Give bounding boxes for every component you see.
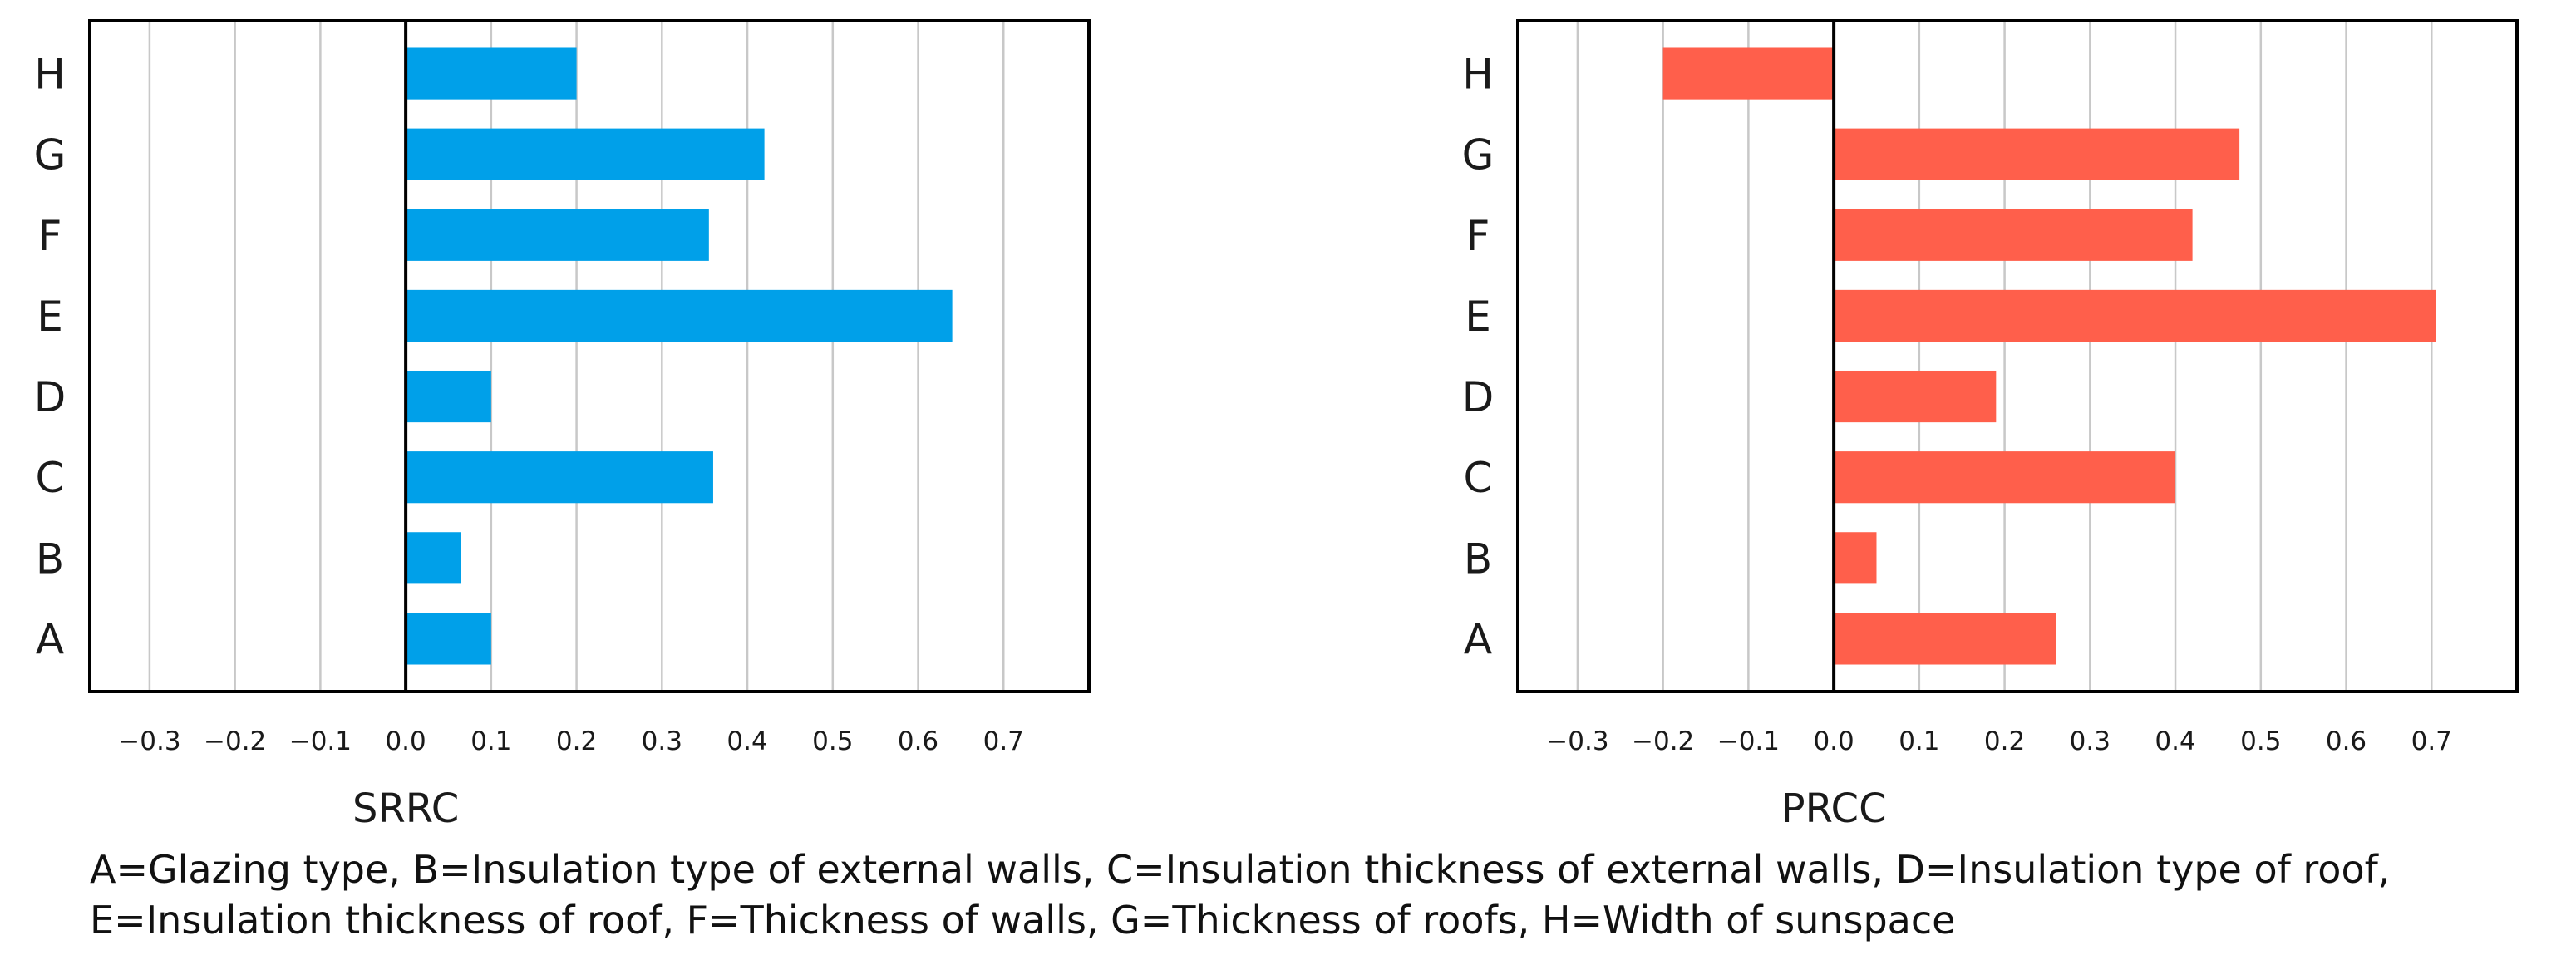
prcc-tick-label-0: −0.3 (1546, 726, 1608, 756)
srrc-category-label-d: D (34, 373, 66, 421)
srrc-tick-label-6: 0.3 (642, 726, 682, 756)
prcc-tick-label-5: 0.2 (1984, 726, 2025, 756)
prcc-tick-label-4: 0.1 (1899, 726, 1939, 756)
prcc-tick-label-3: 0.0 (1813, 726, 1854, 756)
srrc-category-label-f: F (38, 212, 62, 260)
prcc-tick-label-7: 0.4 (2155, 726, 2195, 756)
srrc-tick-label-10: 0.7 (983, 726, 1024, 756)
srrc-category-label-g: G (34, 131, 66, 180)
prcc-tick-label-10: 0.7 (2411, 726, 2452, 756)
prcc-plot-frame (1516, 19, 2519, 693)
srrc-category-label-b: B (36, 534, 64, 583)
srrc-tick-label-7: 0.4 (727, 726, 767, 756)
srrc-bar-c (406, 451, 713, 504)
prcc-bar-e (1834, 289, 2436, 342)
srrc-category-label-c: C (36, 454, 65, 502)
prcc-category-label-g: G (1462, 131, 1495, 180)
prcc-bar-f (1834, 209, 2193, 261)
prcc-category-label-b: B (1464, 534, 1492, 583)
prcc-category-label-a: A (1464, 615, 1492, 663)
srrc-category-label-a: A (36, 615, 64, 663)
srrc-bar-a (406, 613, 491, 665)
prcc-bar-a (1834, 613, 2056, 665)
srrc-tick-label-1: −0.2 (204, 726, 266, 756)
prcc-axis-label: PRCC (1781, 785, 1887, 832)
legend-caption-line-2: E=Insulation thickness of roof, F=Thickn… (90, 898, 1956, 943)
prcc-bar-h (1662, 47, 1835, 100)
prcc-category-label-h: H (1462, 51, 1494, 99)
srrc-bar-b (406, 532, 461, 584)
prcc-category-label-c: C (1464, 454, 1493, 502)
srrc-bar-h (406, 47, 577, 100)
srrc-tick-label-3: 0.0 (385, 726, 426, 756)
srrc-tick-label-0: −0.3 (118, 726, 180, 756)
prcc-bar-g (1834, 128, 2240, 180)
prcc-tick-label-8: 0.5 (2240, 726, 2281, 756)
srrc-bar-g (406, 128, 765, 180)
prcc-category-label-d: D (1462, 373, 1495, 421)
srrc-category-label-e: E (37, 293, 63, 341)
prcc-bar-b (1834, 532, 1877, 584)
srrc-axis-label: SRRC (352, 785, 459, 832)
srrc-tick-label-9: 0.6 (898, 726, 938, 756)
srrc-tick-label-2: −0.1 (289, 726, 352, 756)
srrc-bar-d (406, 370, 491, 423)
srrc-bar-e (406, 289, 953, 342)
prcc-category-label-f: F (1466, 212, 1490, 260)
prcc-tick-label-1: −0.2 (1632, 726, 1694, 756)
prcc-tick-label-6: 0.3 (2070, 726, 2111, 756)
legend-caption-line-1: A=Glazing type, B=Insulation type of ext… (90, 847, 2391, 892)
prcc-category-label-e: E (1465, 293, 1491, 341)
prcc-bar-c (1834, 451, 2176, 504)
srrc-category-label-h: H (34, 51, 66, 99)
prcc-tick-label-2: −0.1 (1717, 726, 1780, 756)
prcc-tick-label-9: 0.6 (2326, 726, 2367, 756)
srrc-plot-frame (88, 19, 1091, 693)
srrc-bar-f (406, 209, 709, 261)
srrc-tick-label-5: 0.2 (556, 726, 597, 756)
prcc-bar-d (1834, 370, 1997, 423)
srrc-tick-label-8: 0.5 (812, 726, 853, 756)
srrc-tick-label-4: 0.1 (470, 726, 511, 756)
